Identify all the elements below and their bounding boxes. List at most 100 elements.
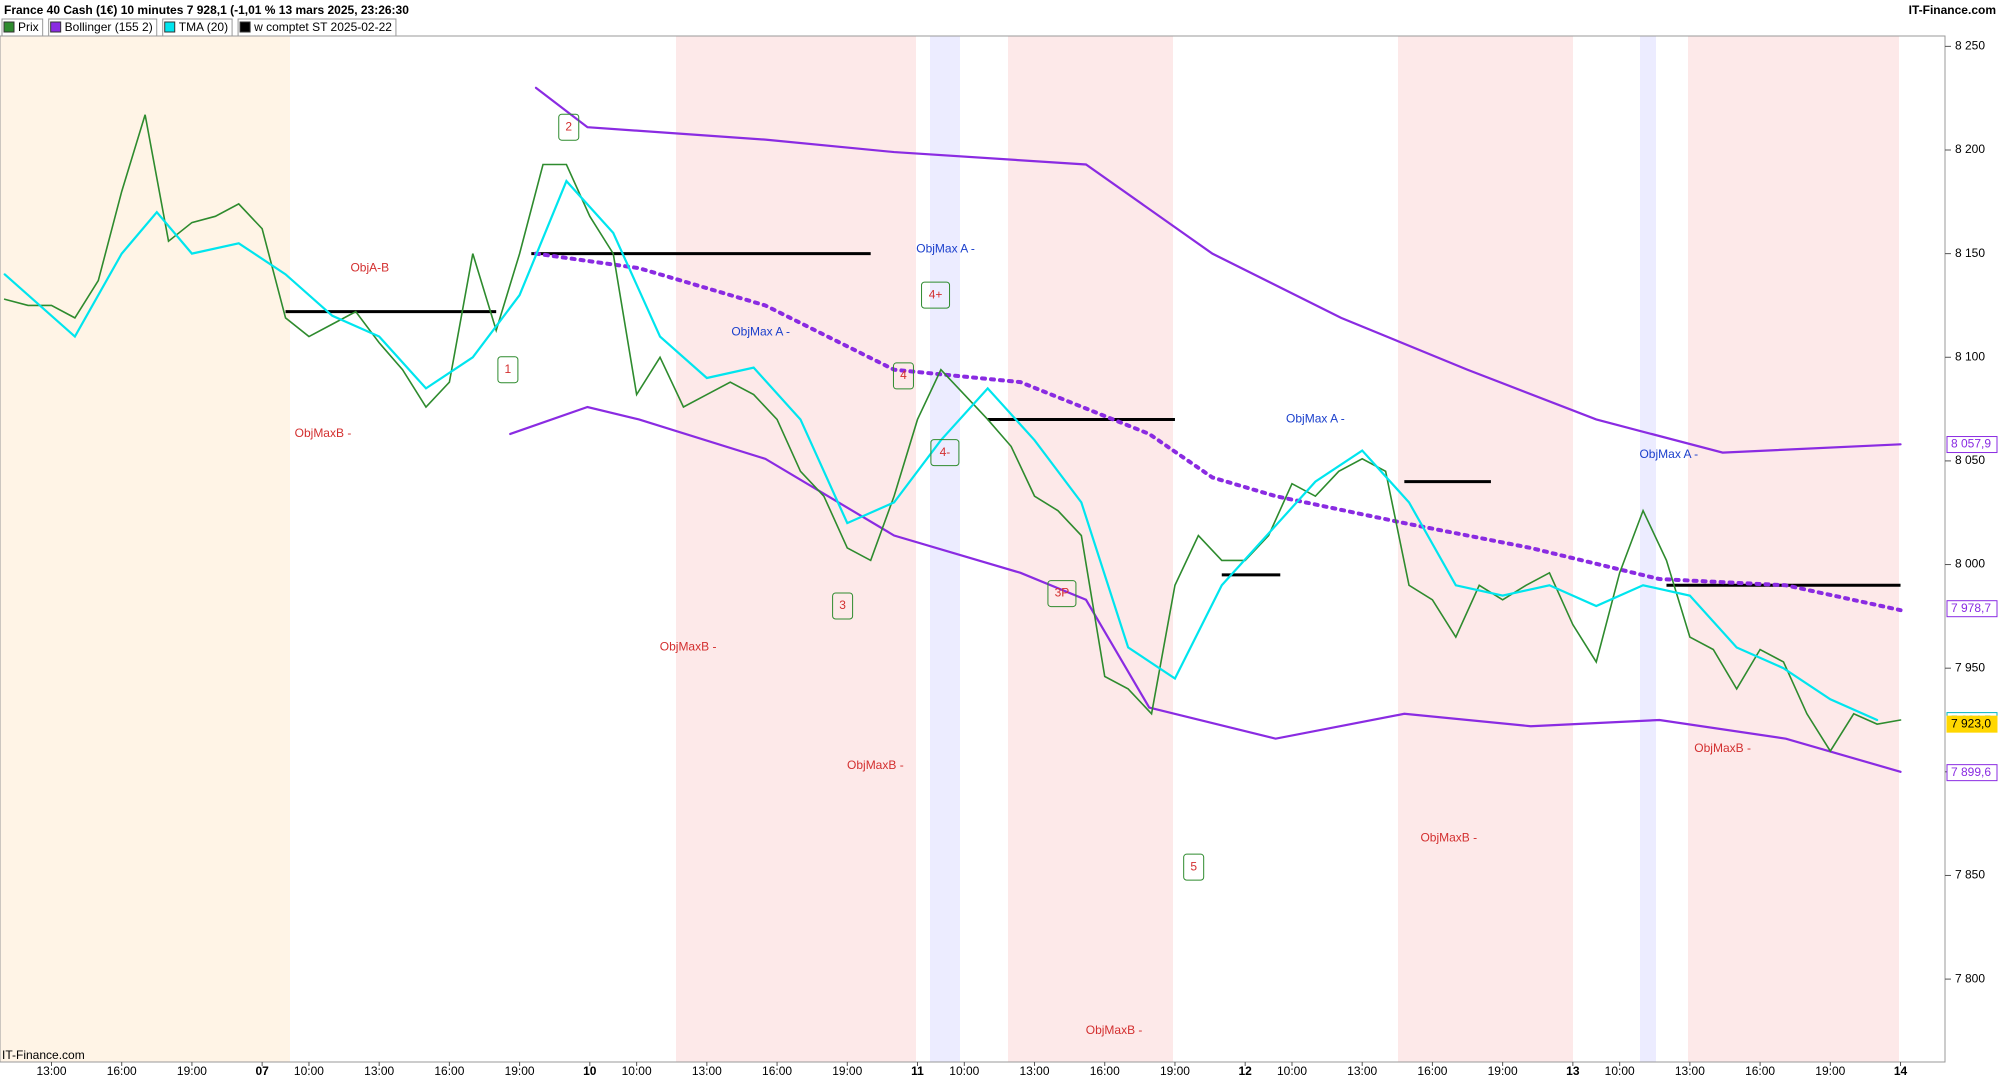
x-tick-label: 10:00 <box>294 1064 324 1078</box>
x-tick-label: 13 <box>1566 1064 1580 1078</box>
annotation: 4 <box>900 368 907 382</box>
price-tag-label: 7 923,0 <box>1951 716 1991 730</box>
annotation: ObjMax A - <box>916 242 975 256</box>
annotation: 3P <box>1055 586 1070 600</box>
series-line <box>533 251 1903 613</box>
session-shade <box>1688 36 1899 1062</box>
x-tick-label: 19:00 <box>1815 1064 1845 1078</box>
x-tick-label: 13:00 <box>1020 1064 1050 1078</box>
price-tag-label: 7 978,7 <box>1951 601 1991 615</box>
price-tag <box>1946 715 1998 733</box>
footer: IT-Finance.com <box>2 1048 85 1062</box>
annotation: ObjMax A - <box>1639 447 1698 461</box>
annotation-box <box>892 362 914 390</box>
x-tick-label: 19:00 <box>1160 1064 1190 1078</box>
y-tick-label: 8 150 <box>1955 246 1985 260</box>
x-tick-label: 10:00 <box>1605 1064 1635 1078</box>
annotation-box <box>1183 853 1205 881</box>
session-shade <box>0 36 290 1062</box>
session-shade <box>1398 36 1573 1062</box>
annotation: 3 <box>839 598 846 612</box>
legend-swatch <box>164 21 176 33</box>
y-tick-label: 7 950 <box>1955 660 1985 674</box>
x-tick-label: 19:00 <box>832 1064 862 1078</box>
y-tick-label: 7 850 <box>1955 868 1985 882</box>
x-tick-label: 16:00 <box>107 1064 137 1078</box>
x-tick-label: 16:00 <box>1090 1064 1120 1078</box>
chart-title: France 40 Cash (1€) 10 minutes 7 928,1 (… <box>4 3 409 17</box>
annotation-box <box>1047 580 1077 608</box>
y-tick-label: 8 250 <box>1955 39 1985 53</box>
price-tag-label: 7 899,6 <box>1951 765 1991 779</box>
annotation: ObjMaxB - <box>295 426 352 440</box>
annotation: ObjMaxB - <box>660 640 717 654</box>
legend-swatch <box>239 21 251 33</box>
price-tag-label: 8 057,9 <box>1951 437 1991 451</box>
y-tick-label: 7 800 <box>1955 971 1985 985</box>
session-shade <box>1008 36 1173 1062</box>
plot-frame <box>0 35 1946 1063</box>
annotation: ObjMaxB - <box>847 758 904 772</box>
session-shade <box>1640 36 1656 1062</box>
annotation: ObjMaxB - <box>1086 1023 1143 1037</box>
legend-label: Prix <box>18 20 39 34</box>
y-tick-label: 8 050 <box>1955 453 1985 467</box>
annotation: ObjA-B <box>350 260 389 274</box>
x-tick-label: 19:00 <box>1488 1064 1518 1078</box>
series-line <box>3 114 1902 753</box>
series-line <box>509 405 1902 773</box>
annotation-box <box>558 113 580 141</box>
annotation: 5 <box>1190 859 1197 873</box>
annotation: 1 <box>505 362 512 376</box>
x-tick-label: 12 <box>1238 1064 1252 1078</box>
x-tick-label: 14 <box>1894 1064 1908 1078</box>
annotation: 2 <box>565 119 572 133</box>
legend-label: w comptet ST 2025-02-22 <box>253 20 392 34</box>
x-tick-label: 16:00 <box>762 1064 792 1078</box>
legend-label: Bollinger (155 2) <box>65 20 153 34</box>
annotation-box <box>497 356 519 384</box>
x-tick-label: 10:00 <box>1277 1064 1307 1078</box>
x-tick-label: 07 <box>255 1064 269 1078</box>
x-tick-label: 16:00 <box>434 1064 464 1078</box>
x-tick-label: 13:00 <box>1347 1064 1377 1078</box>
x-tick-label: 10:00 <box>622 1064 652 1078</box>
price-tag <box>1946 600 1998 618</box>
session-shade <box>930 36 960 1062</box>
x-tick-label: 13:00 <box>1675 1064 1705 1078</box>
annotation-box <box>921 281 951 309</box>
legend-border <box>237 18 397 37</box>
x-tick-label: 13:00 <box>36 1064 66 1078</box>
legend-swatch <box>50 21 62 33</box>
price-tag <box>1946 436 1998 454</box>
y-tick-label: 8 100 <box>1955 349 1985 363</box>
legend-swatch <box>3 21 15 33</box>
x-tick-label: 19:00 <box>505 1064 535 1078</box>
series-line <box>3 179 1879 722</box>
annotation: 4- <box>940 445 951 459</box>
x-tick-label: 16:00 <box>1417 1064 1447 1078</box>
legend-border <box>48 18 158 37</box>
legend-border <box>1 18 44 37</box>
legend: Prix Bollinger (155 2) TMA (20) w comptet S… <box>1 18 397 37</box>
y-tick-label: 8 200 <box>1955 142 1985 156</box>
annotation-box <box>930 439 960 467</box>
price-tag <box>1946 764 1998 782</box>
y-tick-label: 8 000 <box>1955 557 1985 571</box>
x-tick-label: 11 <box>911 1064 924 1078</box>
annotation: ObjMax A - <box>1286 412 1345 426</box>
legend-label: TMA (20) <box>179 20 228 34</box>
annotation-box <box>832 592 854 620</box>
x-tick-label: 19:00 <box>177 1064 207 1078</box>
x-tick-label: 13:00 <box>364 1064 394 1078</box>
annotation: ObjMaxB - <box>1694 741 1751 755</box>
x-tick-label: 13:00 <box>692 1064 722 1078</box>
x-tick-label: 10:00 <box>949 1064 979 1078</box>
series-line <box>534 86 1902 454</box>
x-tick-label: 16:00 <box>1745 1064 1775 1078</box>
annotation: ObjMax A - <box>731 325 790 339</box>
annotation: ObjMaxB - <box>1420 830 1477 844</box>
session-shade <box>676 36 916 1062</box>
source: IT-Finance.com <box>1909 3 1996 17</box>
